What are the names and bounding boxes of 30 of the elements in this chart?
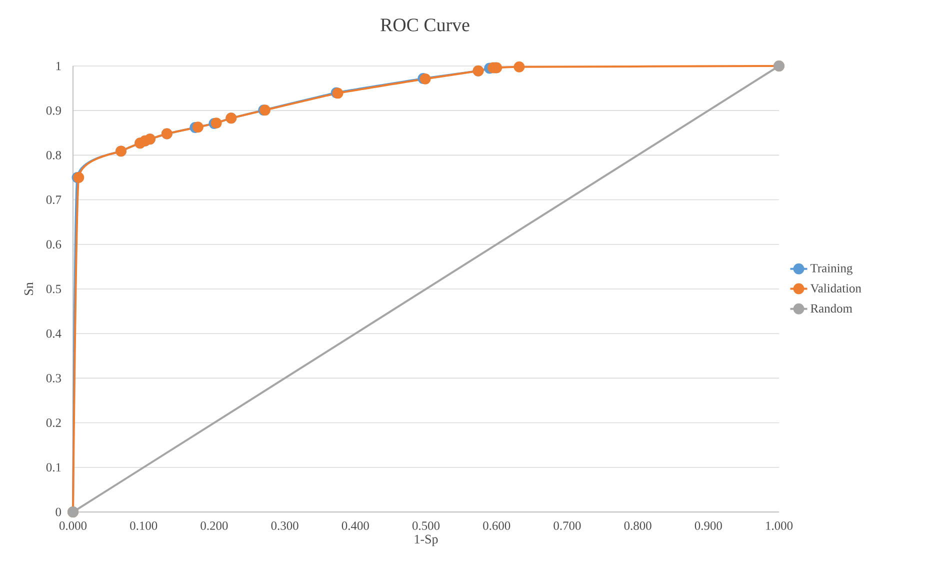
x-axis-title: 1-Sp bbox=[414, 534, 438, 546]
x-tick-label: 1.000 bbox=[766, 522, 793, 530]
chart-title: ROC Curve bbox=[380, 18, 470, 32]
y-axis-title: Sn bbox=[24, 282, 34, 295]
x-tick-label: 0.000 bbox=[59, 522, 87, 530]
legend-label: Training bbox=[810, 264, 852, 275]
point bbox=[192, 122, 204, 133]
y-tick-label: 0.2 bbox=[46, 418, 61, 428]
y-tick-label: 0 bbox=[56, 508, 62, 516]
x-tick-label: 0.100 bbox=[130, 522, 158, 530]
x-tick-label: 0.300 bbox=[271, 522, 298, 530]
x-tick-label: 0.200 bbox=[200, 522, 228, 530]
x-tick-label: 0.400 bbox=[342, 522, 369, 530]
y-tick-label: 1 bbox=[56, 62, 61, 70]
x-tick-label: 0.900 bbox=[694, 522, 722, 530]
y-tick-label: 0.6 bbox=[46, 240, 62, 249]
y-tick-label: 0.1 bbox=[46, 463, 61, 472]
x-tick-label: 0.800 bbox=[624, 522, 652, 530]
x-tick-label: 0.500 bbox=[412, 522, 440, 530]
y-tick-label: 0.9 bbox=[46, 106, 61, 115]
point bbox=[514, 61, 525, 72]
y-tick-label: 0.3 bbox=[46, 374, 61, 382]
x-tick-label: 0.600 bbox=[483, 522, 510, 530]
y-tick-label: 0.7 bbox=[46, 196, 62, 204]
y-tick-label: 0.8 bbox=[46, 150, 62, 160]
y-tick-label: 0.4 bbox=[46, 329, 62, 338]
legend-label: Random bbox=[810, 304, 852, 313]
x-tick-label: 0.700 bbox=[554, 522, 581, 530]
legend-label: Validation bbox=[810, 284, 862, 293]
y-tick-label: 0.5 bbox=[46, 284, 61, 294]
